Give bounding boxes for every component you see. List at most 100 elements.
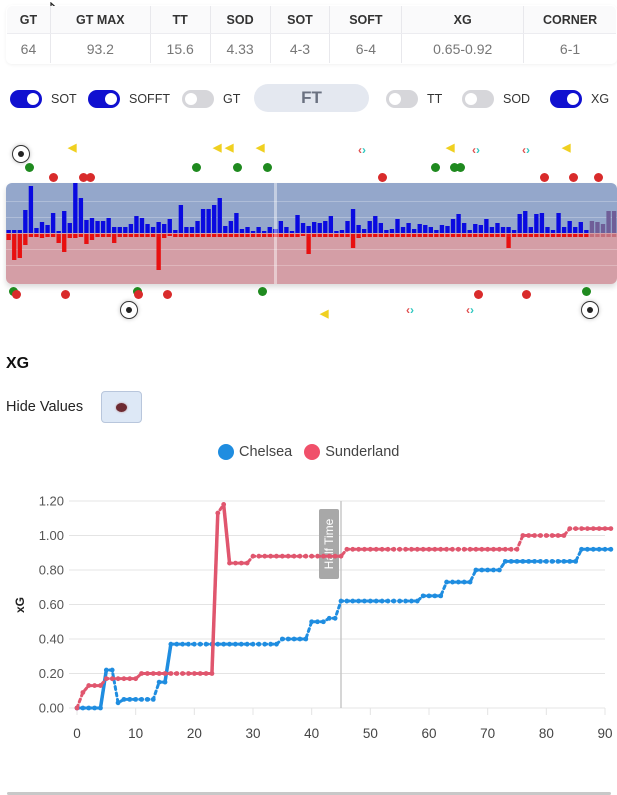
legend-item-sunderland[interactable]: Sunderland — [304, 444, 399, 460]
sunderland-xg-point — [174, 671, 180, 676]
sunderland-xg-point — [391, 546, 397, 552]
sunderland-xg-point — [579, 526, 584, 531]
toggle-switch[interactable] — [88, 90, 120, 108]
chelsea-xg-point — [344, 598, 350, 604]
home-momentum-bar — [145, 224, 150, 233]
home-momentum-bar — [312, 222, 317, 233]
away-momentum-bar — [256, 234, 261, 237]
away-momentum-bar — [323, 234, 328, 237]
chelsea-xg-point — [332, 615, 338, 621]
sunderland-xg-point — [326, 553, 332, 559]
chelsea-xg-point — [227, 641, 232, 647]
home-momentum-bar — [306, 226, 311, 233]
chelsea-xg-point — [203, 641, 209, 647]
chelsea-xg-point — [326, 615, 332, 621]
home-momentum-bar — [239, 229, 245, 233]
period-selector-ft[interactable]: FT — [254, 84, 369, 112]
toggle-sod[interactable]: SOD — [462, 90, 530, 108]
hide-values-button[interactable] — [101, 391, 142, 423]
goal-ball-icon — [120, 301, 138, 319]
away-momentum-bar — [134, 234, 139, 237]
away-momentum-bar — [517, 234, 522, 237]
sunderland-xg-point — [209, 671, 215, 676]
toggle-label: SOT — [51, 92, 77, 106]
home-momentum-bar — [223, 226, 228, 233]
sunderland-xg-point — [450, 546, 455, 552]
sunderland-xg-point — [426, 546, 432, 552]
away-momentum-bar — [228, 234, 234, 237]
away-shot-dot-icon — [540, 173, 549, 182]
chelsea-xg-point — [455, 579, 461, 585]
away-momentum-bar — [289, 234, 295, 237]
stat-value-xg: 0.65-0.92 — [401, 33, 525, 63]
legend-item-chelsea[interactable]: Chelsea — [218, 444, 292, 460]
home-momentum-bar — [467, 230, 472, 233]
chelsea-xg-point — [356, 598, 361, 604]
away-momentum-bar — [117, 234, 122, 237]
home-momentum-bar — [106, 218, 111, 233]
sunderland-xg-point — [549, 533, 555, 538]
home-shot-dot-icon — [450, 163, 459, 172]
toggle-sofft[interactable]: SOFFT — [88, 90, 170, 108]
home-momentum-bar — [262, 231, 267, 233]
away-momentum-bar — [84, 234, 89, 244]
home-momentum-bar — [545, 227, 550, 233]
home-momentum-bar — [323, 221, 328, 233]
x-tick-label: 90 — [597, 726, 612, 741]
away-shot-dot-icon — [594, 173, 603, 182]
home-momentum-bar — [17, 230, 22, 233]
toggle-switch[interactable] — [386, 90, 418, 108]
sunderland-xg-point — [485, 546, 491, 552]
chelsea-xg-jump — [98, 669, 109, 709]
sunderland-xg-point — [555, 533, 561, 538]
sunderland-xg-point — [227, 560, 232, 566]
toggle-switch[interactable] — [550, 90, 582, 108]
away-momentum-bar — [467, 234, 472, 237]
chelsea-xg-point — [86, 705, 92, 711]
chelsea-xg-point — [127, 696, 133, 702]
home-momentum-bar — [611, 211, 617, 233]
away-momentum-bar — [328, 234, 334, 237]
away-momentum-bar — [145, 234, 150, 237]
toggle-tt[interactable]: TT — [386, 90, 442, 108]
toggle-sot[interactable]: SOT — [10, 90, 77, 108]
toggle-switch[interactable] — [182, 90, 214, 108]
match-stats-table: GT GT MAX TT SOD SOT SOFT XG CORNER 64 93.2 15.6 4… — [6, 5, 617, 64]
chelsea-xg-point — [139, 696, 144, 702]
toggle-switch[interactable] — [10, 90, 42, 108]
home-momentum-bar — [511, 230, 517, 233]
sunderland-xg-point — [338, 553, 344, 559]
home-momentum-bar — [484, 219, 489, 233]
away-shot-dot-icon — [163, 290, 172, 299]
sunderland-xg-point — [514, 546, 520, 552]
away-momentum-bar — [100, 234, 106, 237]
home-shot-dot-icon — [431, 163, 440, 172]
home-momentum-bar — [123, 227, 128, 233]
sunderland-xg-point — [115, 676, 121, 682]
corner-flag-icon: ◀ — [320, 308, 329, 320]
home-momentum-bar — [150, 227, 156, 233]
sunderland-xg-point — [133, 676, 139, 682]
home-momentum-bar — [67, 223, 72, 233]
chelsea-xg-point — [508, 558, 514, 564]
home-shot-dot-icon — [582, 287, 591, 296]
away-momentum-bar — [217, 234, 222, 237]
sunderland-xg-point — [397, 546, 403, 552]
toggle-xg[interactable]: XG — [550, 90, 609, 108]
home-momentum-bar — [461, 223, 467, 233]
away-shot-dot-icon — [12, 290, 21, 299]
sunderland-xg-point — [244, 560, 250, 566]
home-momentum-bar — [34, 228, 39, 233]
home-momentum-bar — [584, 230, 589, 233]
chelsea-xg-point — [432, 593, 438, 599]
toggle-switch[interactable] — [462, 90, 494, 108]
toggle-gt[interactable]: GT — [182, 90, 240, 108]
toggle-label: SOFFT — [129, 92, 170, 106]
sunderland-xg-point — [74, 705, 80, 711]
home-momentum-bar — [384, 230, 389, 233]
horizontal-scrollbar[interactable] — [7, 792, 611, 795]
home-momentum-bar — [112, 227, 117, 233]
x-tick-label: 50 — [363, 726, 378, 741]
legend-swatch — [304, 444, 321, 460]
gridline — [6, 217, 617, 218]
